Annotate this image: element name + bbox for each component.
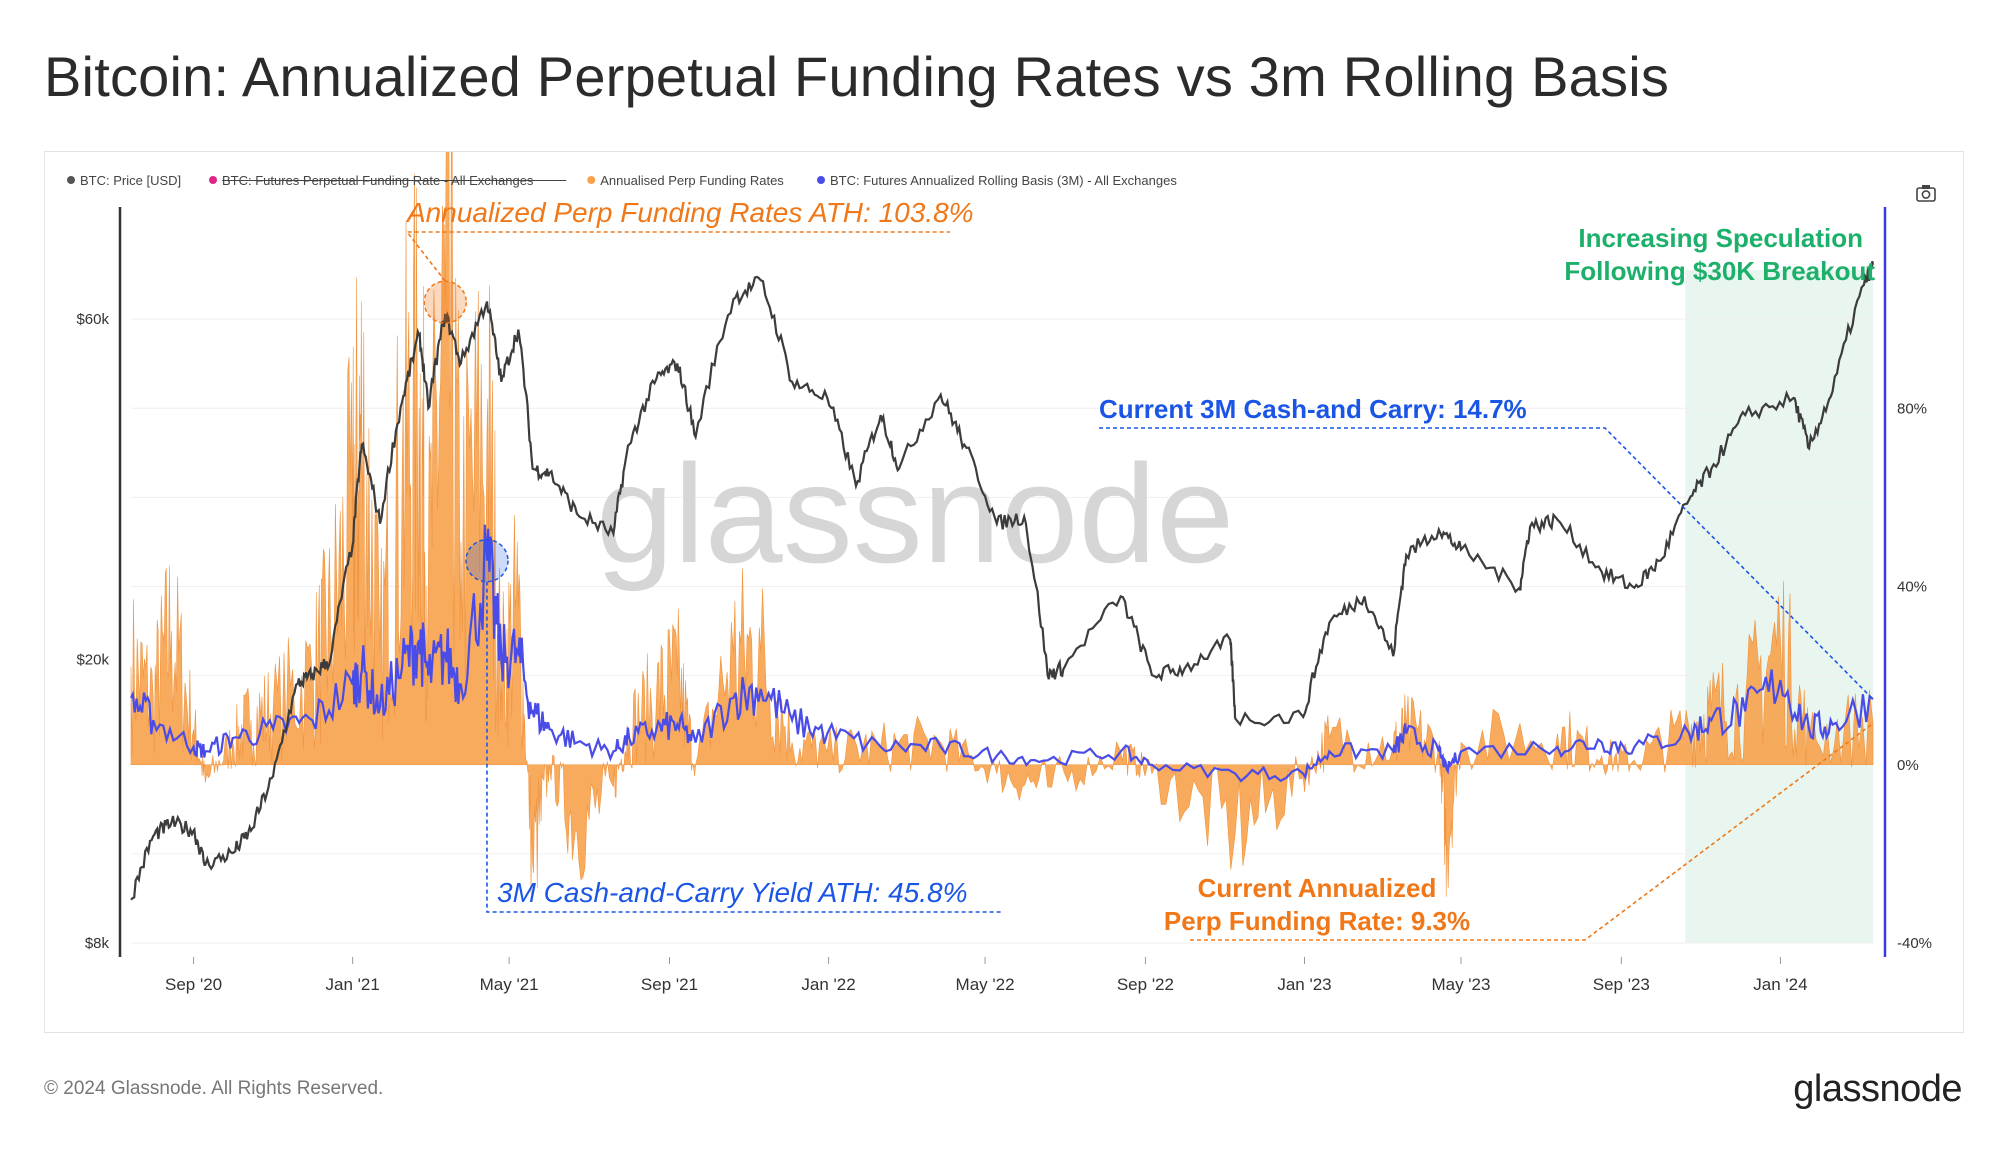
current-basis-label: Current 3M Cash-and Carry: 14.7% <box>1099 394 1527 424</box>
left-tick-label: $20k <box>76 651 109 668</box>
copyright-text: © 2024 Glassnode. All Rights Reserved. <box>44 1078 384 1099</box>
legend-marker <box>817 176 825 184</box>
x-tick-label: Jan '24 <box>1753 975 1807 994</box>
legend-label: Annualised Perp Funding Rates <box>600 173 784 188</box>
legend-marker <box>209 176 217 184</box>
x-tick-label: May '21 <box>480 975 539 994</box>
right-tick-label: 40% <box>1897 579 1927 596</box>
basis-ath-marker <box>465 538 509 583</box>
basis-line <box>130 524 1874 783</box>
x-tick-label: Jan '23 <box>1277 975 1331 994</box>
current-funding-leader <box>1190 722 1874 941</box>
funding-ath-label: Annualized Perp Funding Rates ATH: 103.8… <box>405 197 974 228</box>
basis-ath-label: 3M Cash-and-Carry Yield ATH: 45.8% <box>497 877 968 908</box>
gridlines <box>131 318 1873 944</box>
funding-area <box>130 152 1874 897</box>
current-basis-leader <box>1099 427 1874 700</box>
camera-icon[interactable] <box>1916 185 1936 202</box>
speculation-label-line1: Increasing Speculation <box>1578 223 1863 253</box>
legend-marker <box>587 176 596 184</box>
x-tick-label: May '22 <box>956 975 1015 994</box>
annotations-layer: Annualized Perp Funding Rates ATH: 103.8… <box>405 197 1875 941</box>
current-funding-label-line1: Current Annualized <box>1198 873 1437 903</box>
basis-line-layer <box>130 524 1874 783</box>
chart-svg: glassnode $8k $20k $60k -40% 0% 40% 80% Sep '20… <box>67 152 1936 994</box>
legend: BTC: Price [USD] BTC: Futures Perpetual F… <box>67 173 1177 188</box>
x-tick-label: Sep '21 <box>641 975 698 994</box>
current-funding-label-line2: Perp Funding Rate: 9.3% <box>1164 906 1470 936</box>
chart-title: Bitcoin: Annualized Perpetual Funding Ra… <box>44 45 1670 108</box>
x-tick-label: Sep '22 <box>1117 975 1174 994</box>
funding-ath-marker <box>423 280 467 324</box>
brand-logo: glassnode <box>1793 1068 1962 1110</box>
x-tick-label: Sep '23 <box>1593 975 1650 994</box>
left-tick-label: $60k <box>76 311 109 328</box>
left-tick-label: $8k <box>85 935 110 952</box>
basis-ath-leader <box>486 581 1003 913</box>
x-tick-label: May '23 <box>1431 975 1490 994</box>
x-tick-label: Jan '21 <box>326 975 380 994</box>
legend-label: BTC: Price [USD] <box>80 173 181 188</box>
right-tick-label: 0% <box>1897 757 1919 774</box>
right-tick-label: 80% <box>1897 400 1927 417</box>
legend-label: BTC: Futures Annualized Rolling Basis (3… <box>830 173 1177 188</box>
x-tick-label: Sep '20 <box>165 975 222 994</box>
funding-area-layer <box>130 152 1874 897</box>
axes-layer: $8k $20k $60k -40% 0% 40% 80% Sep '20 Jan '21 May… <box>76 207 1932 994</box>
chart-frame: glassnode $8k $20k $60k -40% 0% 40% 80% Sep '20… <box>44 151 1964 1033</box>
watermark: glassnode <box>596 435 1234 592</box>
price-line-layer <box>130 260 1875 901</box>
x-tick-label: Jan '22 <box>801 975 855 994</box>
speculation-label-line2: Following $30K Breakout <box>1564 256 1875 286</box>
right-tick-label: -40% <box>1897 935 1932 952</box>
legend-marker <box>67 176 75 184</box>
price-line <box>130 260 1875 901</box>
funding-ath-leader <box>405 231 950 282</box>
